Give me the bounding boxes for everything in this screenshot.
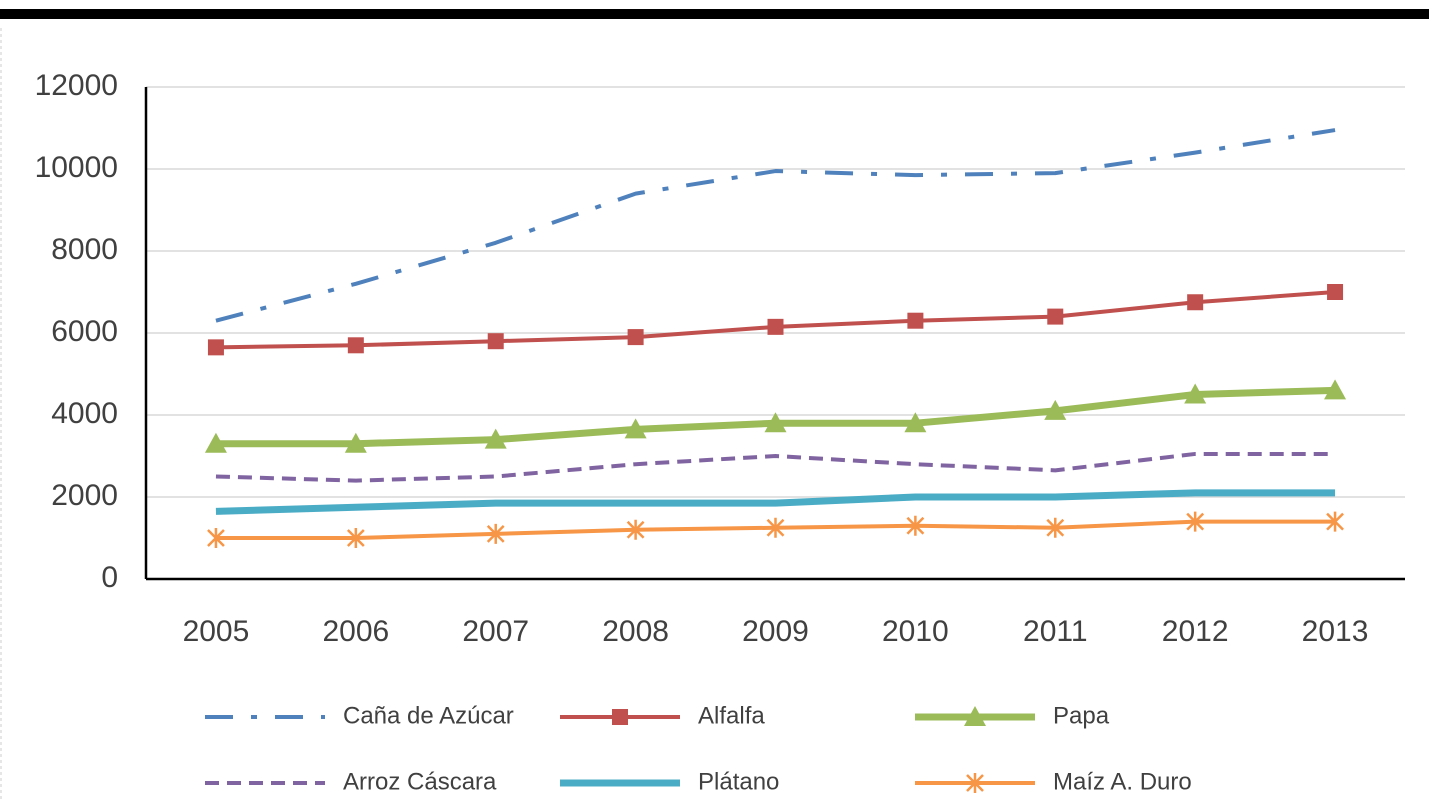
marker — [486, 523, 505, 544]
x-tick-label: 2011 — [1023, 615, 1088, 648]
marker — [207, 339, 224, 356]
marker — [347, 337, 364, 354]
marker — [1326, 511, 1344, 532]
marker — [204, 432, 227, 453]
legend-label: Papa — [1053, 702, 1110, 729]
marker — [906, 515, 925, 536]
series-line — [215, 451, 1336, 483]
y-tick-label: 6000 — [51, 315, 118, 348]
x-tick-label: 2006 — [322, 615, 389, 648]
x-tick-label: 2013 — [1302, 615, 1369, 648]
y-tick-label: 10000 — [35, 151, 118, 184]
x-tick-label: 2005 — [183, 615, 250, 648]
y-tick-label: 2000 — [51, 479, 118, 512]
marker — [1187, 294, 1204, 311]
marker — [484, 428, 507, 449]
marker — [207, 528, 225, 548]
y-tick-label: 0 — [101, 561, 118, 594]
marker — [964, 706, 986, 726]
marker — [764, 412, 787, 433]
marker — [344, 432, 367, 453]
series-line — [215, 489, 1336, 515]
marker — [626, 519, 645, 540]
marker — [487, 333, 504, 350]
marker — [767, 318, 784, 335]
y-tick-label: 8000 — [51, 233, 118, 266]
marker — [907, 312, 924, 329]
y-tick-label: 12000 — [35, 69, 118, 102]
y-tick-label: 4000 — [51, 397, 118, 430]
legend-label: Alfalfa — [698, 702, 765, 729]
legend-label: Arroz Cáscara — [343, 768, 497, 795]
marker — [904, 412, 927, 433]
marker — [346, 528, 365, 548]
marker — [1046, 517, 1065, 538]
legend-label: Caña de Azúcar — [343, 702, 514, 729]
x-tick-label: 2008 — [602, 615, 669, 648]
x-tick-label: 2012 — [1162, 615, 1229, 648]
legend-label: Maíz A. Duro — [1053, 768, 1192, 795]
series-line — [215, 128, 1336, 323]
marker — [624, 418, 647, 439]
marker — [966, 773, 984, 793]
marker — [766, 517, 785, 538]
marker — [1327, 284, 1344, 300]
x-tick-label: 2010 — [882, 615, 949, 648]
top-band — [0, 9, 1429, 19]
marker — [1184, 383, 1207, 404]
marker — [1324, 379, 1347, 400]
marker — [1186, 511, 1205, 532]
marker — [1047, 308, 1064, 325]
marker — [627, 329, 644, 346]
x-tick-label: 2007 — [462, 615, 529, 648]
marker — [1044, 399, 1067, 420]
marker — [612, 709, 628, 725]
x-tick-label: 2009 — [742, 615, 809, 648]
legend-label: Plátano — [698, 768, 779, 795]
